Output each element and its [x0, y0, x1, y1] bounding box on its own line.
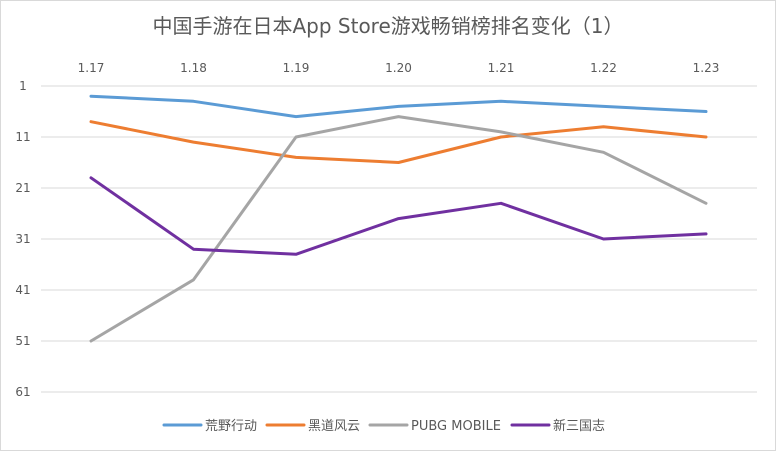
y-tick-label: 31: [15, 232, 30, 246]
x-tick-label: 1.18: [180, 61, 207, 75]
series-lines: [89, 94, 708, 343]
legend-label-1: 黑道风云: [308, 419, 360, 434]
x-tick-label: 1.21: [488, 61, 515, 75]
series-line-0: [89, 94, 708, 119]
series-line-2: [89, 115, 708, 343]
legend-label-3: 新三国志: [553, 418, 605, 434]
y-tick-label: 61: [15, 385, 30, 399]
y-tick-label: 41: [15, 283, 30, 297]
legend-label-0: 荒野行动: [205, 419, 257, 434]
x-tick-label: 1.23: [693, 61, 720, 75]
legend-label-2: PUBG MOBILE: [411, 419, 501, 434]
legend: 荒野行动 黑道风云 PUBG MOBILE 新三国志: [162, 418, 605, 434]
chart-title: 中国手游在日本App Store游戏畅销榜排名变化（1）: [152, 14, 623, 38]
y-tick-label: 21: [15, 181, 30, 195]
series-line-1: [89, 120, 708, 164]
y-tick-label: 11: [15, 130, 30, 144]
x-tick-label: 1.22: [590, 61, 617, 75]
x-tick-label: 1.19: [283, 61, 310, 75]
y-tick-label: 1: [19, 79, 27, 93]
x-tick-label: 1.17: [78, 61, 105, 75]
x-axis-ticks: 1.17 1.18 1.19 1.20 1.21 1.22 1.23: [78, 61, 720, 75]
y-tick-label: 51: [15, 334, 30, 348]
series-line-3: [89, 176, 708, 256]
x-tick-label: 1.20: [385, 61, 412, 75]
